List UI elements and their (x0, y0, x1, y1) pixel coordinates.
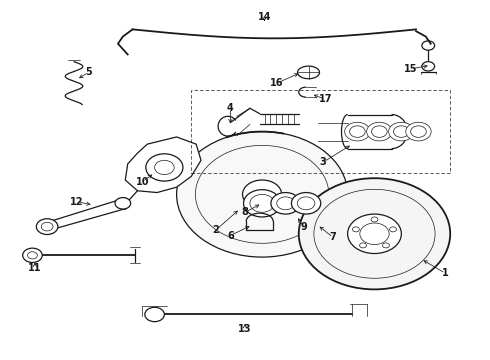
Circle shape (360, 223, 389, 244)
Circle shape (371, 126, 387, 137)
Circle shape (393, 126, 409, 137)
Circle shape (115, 198, 131, 209)
Circle shape (250, 194, 274, 212)
Circle shape (352, 227, 359, 232)
Text: 12: 12 (70, 197, 83, 207)
Circle shape (367, 122, 392, 141)
Text: 14: 14 (258, 12, 271, 22)
Circle shape (422, 41, 435, 50)
Text: 17: 17 (319, 94, 332, 104)
Text: 5: 5 (85, 67, 92, 77)
Circle shape (389, 122, 414, 141)
Circle shape (347, 214, 401, 253)
Circle shape (23, 248, 42, 262)
Text: 6: 6 (227, 231, 234, 240)
Text: 3: 3 (320, 157, 326, 167)
Circle shape (390, 227, 396, 232)
Text: 4: 4 (227, 103, 234, 113)
Circle shape (27, 252, 37, 259)
Circle shape (146, 154, 183, 181)
Polygon shape (125, 137, 201, 193)
Circle shape (299, 178, 450, 289)
Circle shape (176, 132, 347, 257)
Circle shape (292, 193, 321, 214)
Circle shape (277, 197, 294, 210)
Text: 2: 2 (212, 225, 219, 235)
Circle shape (243, 180, 282, 209)
Text: 16: 16 (270, 78, 284, 88)
Circle shape (297, 197, 315, 210)
Circle shape (145, 307, 164, 321)
Text: 10: 10 (136, 177, 149, 187)
Circle shape (411, 126, 426, 137)
Circle shape (422, 62, 435, 71)
Circle shape (383, 243, 390, 248)
Circle shape (371, 217, 378, 222)
Circle shape (344, 122, 370, 141)
Text: 15: 15 (404, 64, 418, 74)
Text: 7: 7 (330, 232, 336, 242)
Bar (191, 90, 450, 173)
Circle shape (406, 122, 431, 141)
Circle shape (360, 243, 367, 248)
Text: 11: 11 (28, 263, 42, 273)
Circle shape (349, 126, 365, 137)
Text: 8: 8 (242, 207, 248, 217)
Text: 13: 13 (238, 324, 252, 334)
Text: 1: 1 (442, 268, 449, 278)
Text: 9: 9 (300, 222, 307, 231)
Circle shape (244, 190, 281, 217)
Circle shape (271, 193, 300, 214)
Circle shape (36, 219, 58, 234)
Circle shape (155, 160, 174, 175)
Circle shape (41, 222, 53, 231)
